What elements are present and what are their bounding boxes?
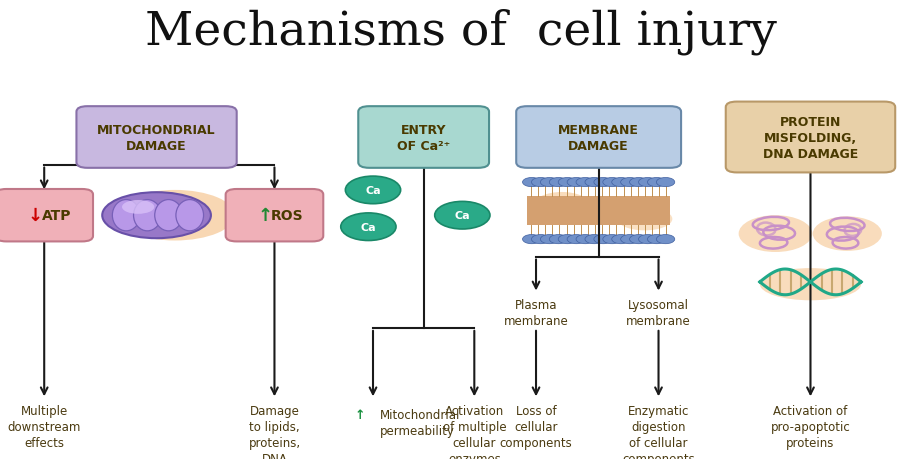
Text: ↑: ↑ — [258, 207, 273, 225]
Ellipse shape — [102, 193, 211, 239]
Circle shape — [549, 235, 567, 244]
Text: ↓: ↓ — [28, 207, 42, 225]
Circle shape — [657, 235, 675, 244]
Ellipse shape — [760, 269, 861, 301]
Circle shape — [567, 235, 586, 244]
Circle shape — [630, 235, 648, 244]
FancyBboxPatch shape — [0, 190, 93, 242]
Circle shape — [558, 178, 577, 187]
Ellipse shape — [739, 216, 812, 252]
Text: ↑: ↑ — [355, 409, 365, 421]
Circle shape — [630, 178, 648, 187]
Circle shape — [612, 178, 630, 187]
Ellipse shape — [112, 200, 140, 231]
Text: Plasma
membrane: Plasma membrane — [504, 298, 568, 327]
Circle shape — [567, 178, 586, 187]
Text: Damage
to lipids,
proteins,
DNA: Damage to lipids, proteins, DNA — [249, 404, 300, 459]
Ellipse shape — [115, 190, 235, 241]
FancyBboxPatch shape — [516, 107, 682, 168]
Circle shape — [345, 177, 401, 204]
Text: PROTEIN
MISFOLDING,
DNA DAMAGE: PROTEIN MISFOLDING, DNA DAMAGE — [763, 115, 858, 160]
Circle shape — [531, 178, 550, 187]
Text: Activation of
pro-apoptotic
proteins: Activation of pro-apoptotic proteins — [771, 404, 850, 449]
Circle shape — [647, 178, 666, 187]
Text: Ca: Ca — [361, 222, 376, 232]
Text: Enzymatic
digestion
of cellular
components: Enzymatic digestion of cellular componen… — [623, 404, 694, 459]
Circle shape — [541, 178, 559, 187]
FancyBboxPatch shape — [726, 102, 895, 173]
Ellipse shape — [813, 217, 882, 251]
Ellipse shape — [617, 208, 672, 231]
Circle shape — [576, 178, 594, 187]
Circle shape — [621, 178, 639, 187]
Ellipse shape — [176, 200, 204, 231]
Text: ATP: ATP — [42, 209, 72, 223]
Text: Ca: Ca — [455, 211, 470, 221]
Circle shape — [603, 178, 622, 187]
Text: ROS: ROS — [271, 209, 304, 223]
Circle shape — [594, 178, 612, 187]
Text: MITOCHONDRIAL
DAMAGE: MITOCHONDRIAL DAMAGE — [98, 123, 216, 152]
Circle shape — [522, 178, 541, 187]
Text: Activation
of multiple
cellular
enzymes: Activation of multiple cellular enzymes — [442, 404, 507, 459]
Circle shape — [435, 202, 490, 230]
Circle shape — [657, 178, 675, 187]
Circle shape — [341, 213, 396, 241]
Circle shape — [531, 235, 550, 244]
Text: MEMBRANE
DAMAGE: MEMBRANE DAMAGE — [558, 123, 639, 152]
Ellipse shape — [155, 200, 182, 231]
Text: Loss of
cellular
components: Loss of cellular components — [500, 404, 572, 449]
Circle shape — [576, 235, 594, 244]
Circle shape — [612, 235, 630, 244]
Ellipse shape — [134, 200, 161, 231]
Circle shape — [585, 235, 603, 244]
Circle shape — [621, 235, 639, 244]
Circle shape — [647, 235, 666, 244]
Text: Lysosomal
membrane: Lysosomal membrane — [626, 298, 691, 327]
Circle shape — [541, 235, 559, 244]
Circle shape — [522, 235, 541, 244]
Text: Ca: Ca — [366, 185, 380, 196]
FancyBboxPatch shape — [76, 107, 237, 168]
Bar — [527, 196, 670, 226]
Circle shape — [638, 178, 657, 187]
Ellipse shape — [122, 201, 155, 214]
Circle shape — [603, 235, 622, 244]
Circle shape — [585, 178, 603, 187]
Circle shape — [638, 235, 657, 244]
Text: Multiple
downstream
effects: Multiple downstream effects — [7, 404, 81, 449]
Text: Mechanisms of  cell injury: Mechanisms of cell injury — [145, 9, 776, 56]
Text: Mitochondrial
permeability: Mitochondrial permeability — [380, 409, 460, 437]
Text: ENTRY
OF Ca²⁺: ENTRY OF Ca²⁺ — [397, 123, 450, 152]
FancyBboxPatch shape — [358, 107, 489, 168]
FancyBboxPatch shape — [226, 190, 323, 242]
Ellipse shape — [532, 193, 591, 222]
Circle shape — [558, 235, 577, 244]
Circle shape — [594, 235, 612, 244]
Circle shape — [549, 178, 567, 187]
